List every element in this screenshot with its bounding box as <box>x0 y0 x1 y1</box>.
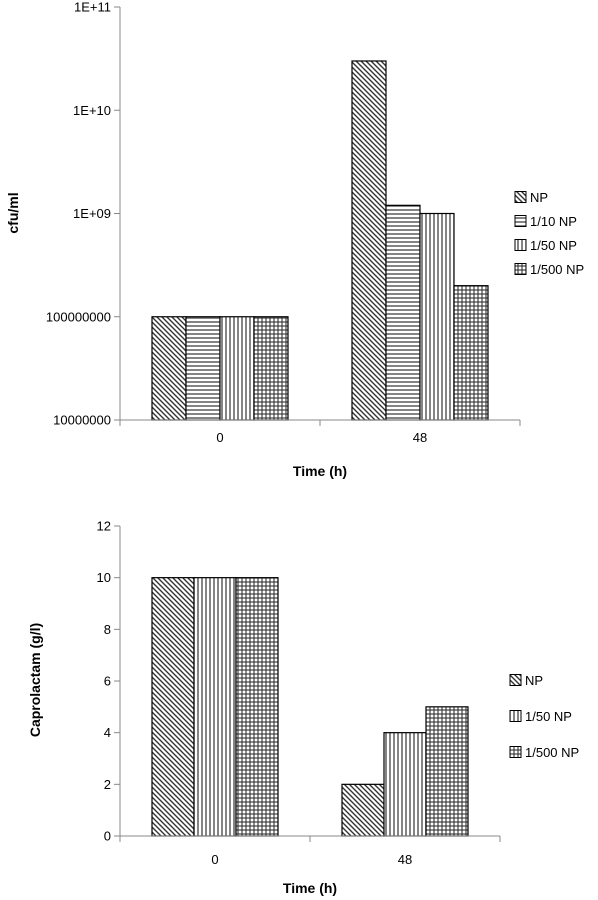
y-tick-label: 0 <box>104 829 111 844</box>
legend-swatch <box>514 239 527 251</box>
y-tick-label: 100000000 <box>46 309 111 324</box>
bar-np-0 <box>151 316 187 421</box>
x-axis-title: Time (h) <box>293 463 347 479</box>
y-tick-label: 1E+11 <box>74 0 111 15</box>
legend-label: NP <box>525 673 543 688</box>
y-tick-label: 10 <box>97 570 111 585</box>
y-axis-title: Caprolactam (g/l) <box>27 623 43 737</box>
bar-1-500-np-0 <box>235 577 279 837</box>
y-tick-label: 2 <box>104 777 111 792</box>
legend-label: NP <box>530 190 548 205</box>
cfu-chart: 10000000 100000000 1E+09 1E+10 1E+11 0 48 Time … <box>5 0 584 479</box>
caprolactam-chart: 0 2 4 6 8 10 12 0 48 Time (h) Caprolactam (g/l) NP 1… <box>27 519 579 897</box>
y-tick-label: 4 <box>104 725 111 740</box>
bar-1-50-np-48 <box>419 212 455 421</box>
y-tick-label: 1E+10 <box>73 103 111 118</box>
y-tick-label: 12 <box>97 519 111 534</box>
bar-np-48 <box>341 783 385 837</box>
bar-1-500-np-0 <box>253 316 289 421</box>
bar-np-0 <box>151 577 195 837</box>
x-tick-label: 48 <box>398 852 412 867</box>
legend-swatch <box>509 710 522 722</box>
legend-label: 1/500 NP <box>530 262 584 277</box>
legend-label: 1/500 NP <box>525 745 579 760</box>
bar-1-50-np-0 <box>219 316 255 421</box>
legend-label: 1/50 NP <box>530 238 577 253</box>
y-tick-label: 10000000 <box>53 413 111 428</box>
legend-swatch <box>509 674 522 686</box>
x-tick-label: 0 <box>211 852 218 867</box>
legend-swatch <box>509 746 522 758</box>
legend-swatch <box>514 215 527 227</box>
x-axis-title: Time (h) <box>283 880 337 896</box>
bar-1-10-np-48 <box>385 204 421 421</box>
y-tick-label: 6 <box>104 674 111 689</box>
legend-label: 1/10 NP <box>530 214 577 229</box>
bar-np-48 <box>351 60 387 421</box>
bar-1-50-np-48 <box>383 732 427 837</box>
bar-1-10-np-0 <box>185 316 221 421</box>
x-tick-label: 0 <box>216 430 223 445</box>
x-tick-label: 48 <box>413 430 427 445</box>
bar-1-500-np-48 <box>425 706 469 837</box>
legend-swatch <box>514 263 527 275</box>
bar-1-500-np-48 <box>453 285 489 421</box>
legend-swatch <box>514 191 527 203</box>
y-tick-label: 8 <box>104 622 111 637</box>
bar-1-50-np-0 <box>193 577 237 837</box>
legend-label: 1/50 NP <box>525 709 572 724</box>
y-tick-label: 1E+09 <box>73 206 111 221</box>
y-axis-title: cfu/ml <box>5 192 21 233</box>
